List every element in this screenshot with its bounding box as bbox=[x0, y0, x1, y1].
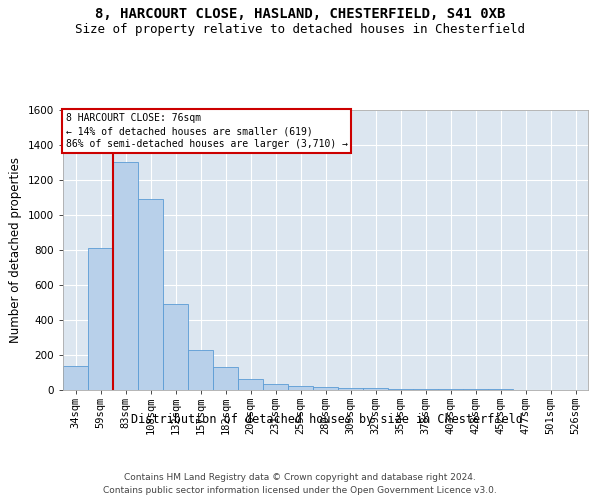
Bar bbox=[363, 388, 388, 390]
Text: 8, HARCOURT CLOSE, HASLAND, CHESTERFIELD, S41 0XB: 8, HARCOURT CLOSE, HASLAND, CHESTERFIELD… bbox=[95, 8, 505, 22]
Bar bbox=[163, 304, 188, 390]
Bar bbox=[288, 386, 313, 390]
Y-axis label: Number of detached properties: Number of detached properties bbox=[9, 157, 22, 343]
Bar bbox=[88, 248, 113, 390]
Bar bbox=[263, 384, 288, 390]
Bar bbox=[388, 388, 413, 390]
Text: Contains HM Land Registry data © Crown copyright and database right 2024.: Contains HM Land Registry data © Crown c… bbox=[124, 472, 476, 482]
Bar bbox=[188, 350, 213, 390]
Bar bbox=[238, 378, 263, 390]
Bar bbox=[138, 199, 163, 390]
Text: 8 HARCOURT CLOSE: 76sqm
← 14% of detached houses are smaller (619)
86% of semi-d: 8 HARCOURT CLOSE: 76sqm ← 14% of detache… bbox=[65, 113, 347, 149]
Bar bbox=[63, 366, 88, 390]
Text: Contains public sector information licensed under the Open Government Licence v3: Contains public sector information licen… bbox=[103, 486, 497, 495]
Bar bbox=[213, 367, 238, 390]
Bar bbox=[438, 389, 463, 390]
Text: Distribution of detached houses by size in Chesterfield: Distribution of detached houses by size … bbox=[131, 412, 523, 426]
Bar bbox=[338, 388, 363, 390]
Bar bbox=[413, 389, 438, 390]
Text: Size of property relative to detached houses in Chesterfield: Size of property relative to detached ho… bbox=[75, 22, 525, 36]
Bar bbox=[313, 388, 338, 390]
Bar bbox=[113, 162, 138, 390]
